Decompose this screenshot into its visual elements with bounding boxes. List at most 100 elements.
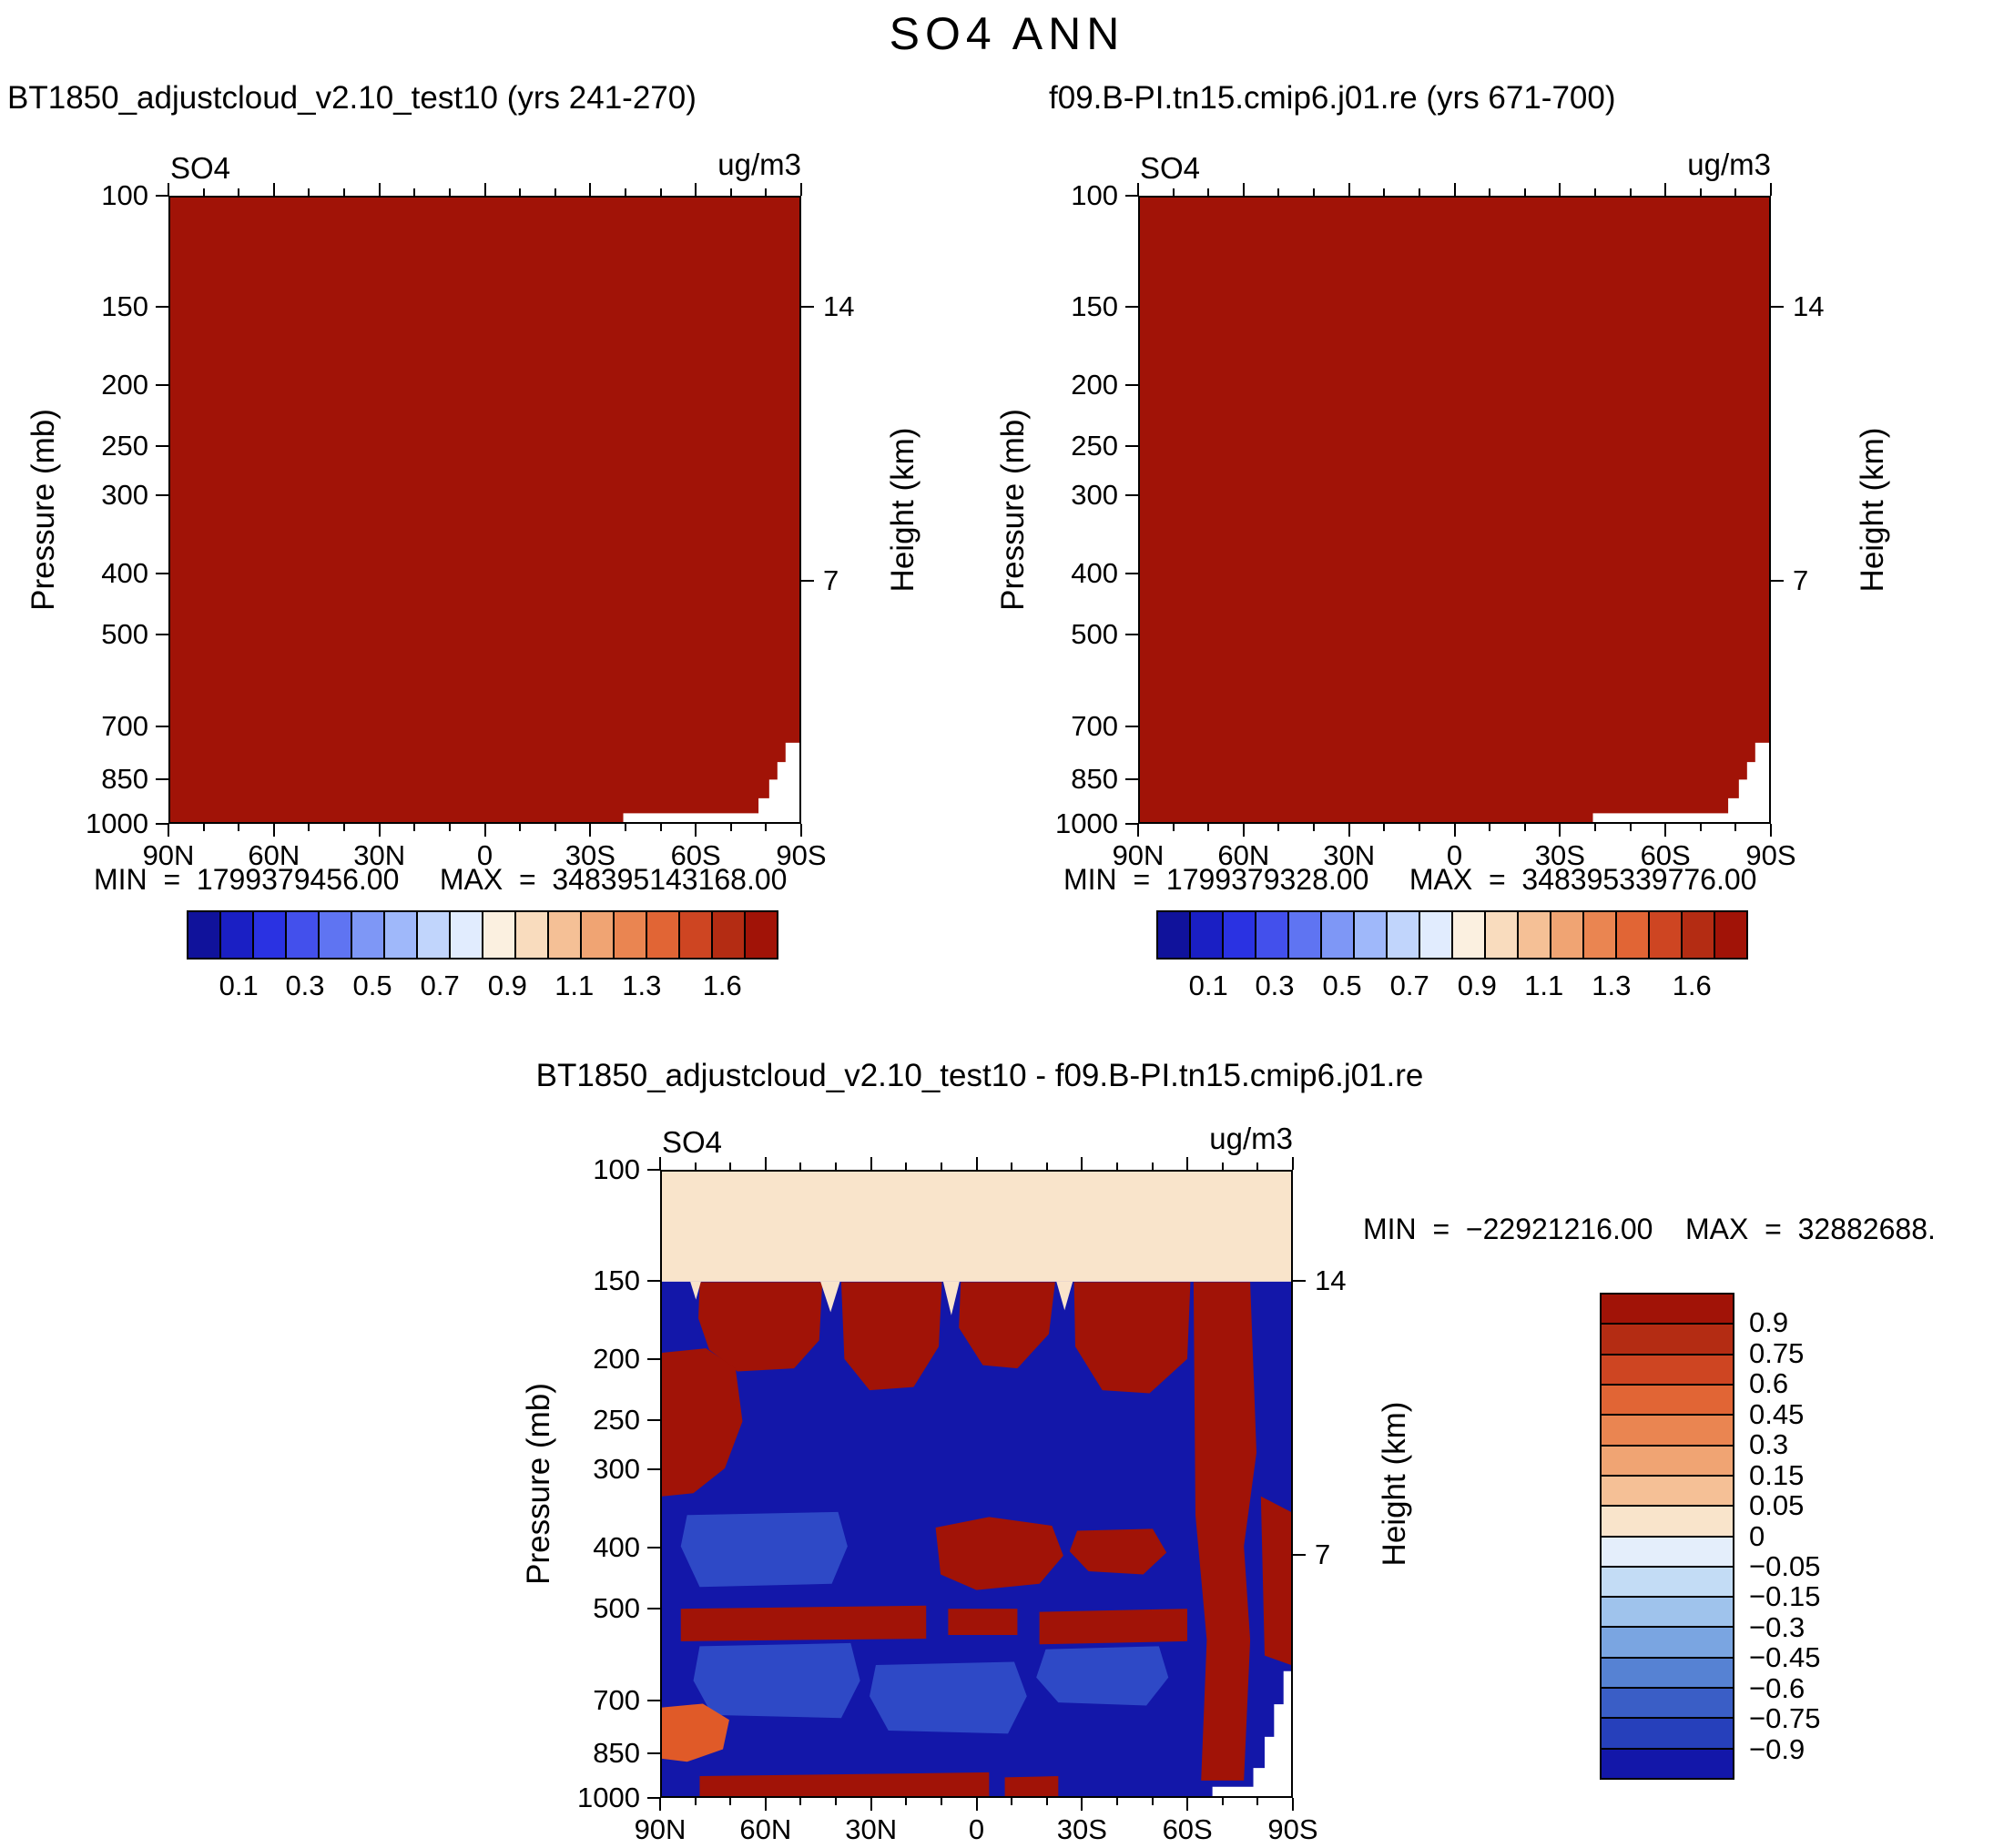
stratosphere-band xyxy=(662,1172,1291,1282)
colorbar-cell xyxy=(1602,1656,1733,1688)
colorbar-tick-label: 0 xyxy=(1749,1519,1765,1552)
pressure-tick xyxy=(156,195,168,197)
colorbar-cell xyxy=(1189,912,1222,958)
x-tick-label: 0 xyxy=(476,839,493,871)
pos-anom-upper xyxy=(1073,1282,1191,1394)
x-major-tick xyxy=(1292,1798,1294,1811)
pressure-tick-label: 700 xyxy=(1071,710,1118,743)
x-major-tick xyxy=(800,183,802,196)
x-minor-tick xyxy=(519,824,522,831)
x-major-tick xyxy=(695,183,697,196)
pressure-tick-label: 200 xyxy=(101,368,148,401)
x-minor-tick xyxy=(765,824,768,831)
x-minor-tick xyxy=(659,824,662,831)
colorbar-cell xyxy=(252,912,285,958)
x-minor-tick xyxy=(624,188,626,196)
height-tick-label: 7 xyxy=(823,564,839,596)
colorbar-tick-label: 0.1 xyxy=(219,970,259,1001)
colorbar-tick-label: 0.3 xyxy=(1255,970,1295,1001)
colorbar-cell xyxy=(1602,1565,1733,1597)
x-tick-label: 90N xyxy=(634,1813,687,1845)
stratosphere-dip xyxy=(942,1281,960,1315)
x-minor-tick xyxy=(624,824,626,831)
colorbar-cell xyxy=(1602,1596,1733,1627)
x-major-tick xyxy=(378,183,381,196)
pressure-tick xyxy=(156,726,168,728)
x-major-tick xyxy=(659,1798,661,1811)
pressure-tick-label: 100 xyxy=(101,179,148,211)
pressure-tick xyxy=(647,1418,660,1421)
colorbar-cell xyxy=(711,912,744,958)
pressure-tick-label: 700 xyxy=(593,1684,640,1717)
pos-anom-mid xyxy=(935,1517,1063,1590)
colorbar-tick-label: 1.3 xyxy=(1592,970,1632,1001)
pos-anom-surface xyxy=(699,1772,990,1796)
colorbar-cell xyxy=(1582,912,1615,958)
colorbar-tick-label: 0.5 xyxy=(352,970,392,1001)
x-minor-tick xyxy=(1489,188,1491,196)
pressure-tick xyxy=(156,573,168,575)
x-major-tick xyxy=(1348,183,1350,196)
pressure-tick xyxy=(1125,305,1138,308)
x-tick-label: 90N xyxy=(142,839,195,871)
height-tick xyxy=(1771,305,1784,308)
x-minor-tick xyxy=(940,1798,942,1805)
x-minor-tick xyxy=(1011,1798,1013,1805)
x-minor-tick xyxy=(1523,188,1526,196)
x-major-tick xyxy=(764,1157,767,1170)
colorbar-cell xyxy=(1602,1535,1733,1566)
x-major-tick xyxy=(378,824,381,837)
x-minor-tick xyxy=(554,188,556,196)
x-minor-tick xyxy=(1734,188,1737,196)
x-minor-tick xyxy=(238,824,240,831)
x-minor-tick xyxy=(1629,824,1632,831)
pressure-tick xyxy=(1125,573,1138,575)
model-a-colorbar xyxy=(187,910,778,960)
x-tick-label: 90N xyxy=(1112,839,1165,871)
x-major-tick xyxy=(1559,183,1561,196)
colorbar-cell xyxy=(1602,1626,1733,1657)
x-minor-tick xyxy=(238,188,240,196)
colorbar-cell xyxy=(1158,912,1189,958)
pressure-tick-label: 100 xyxy=(1071,179,1118,211)
x-major-tick xyxy=(659,1157,661,1170)
panel-diff-field-label: SO4 xyxy=(662,1125,723,1159)
pressure-tick xyxy=(647,1357,660,1360)
colorbar-cell xyxy=(1602,1747,1733,1778)
x-major-tick xyxy=(1186,1157,1189,1170)
colorbar-cell xyxy=(351,912,383,958)
colorbar-tick-label: −0.15 xyxy=(1749,1580,1821,1613)
colorbar-tick-label: 0.45 xyxy=(1749,1397,1805,1430)
x-minor-tick xyxy=(1593,188,1596,196)
pressure-tick xyxy=(647,1169,660,1171)
pos-anom-surface xyxy=(1004,1776,1059,1796)
x-minor-tick xyxy=(1045,1798,1048,1805)
pressure-tick-label: 850 xyxy=(593,1737,640,1770)
pressure-tick-label: 500 xyxy=(593,1592,640,1625)
pressure-tick xyxy=(647,1752,660,1755)
colorbar-tick-label: 0.75 xyxy=(1749,1336,1805,1369)
x-minor-tick xyxy=(729,1163,732,1170)
colorbar-cell xyxy=(613,912,646,958)
x-major-tick xyxy=(1081,1157,1083,1170)
x-tick-label: 60N xyxy=(739,1813,792,1845)
pressure-tick xyxy=(1125,823,1138,825)
colorbar-cell xyxy=(1602,1323,1733,1354)
pressure-tick-label: 150 xyxy=(101,289,148,322)
x-minor-tick xyxy=(1383,188,1386,196)
x-minor-tick xyxy=(1115,1163,1118,1170)
x-minor-tick xyxy=(1418,188,1420,196)
x-tick-label: 90S xyxy=(1267,1813,1318,1845)
antarctic-terrain xyxy=(1212,1670,1291,1796)
x-major-tick xyxy=(1186,1798,1189,1811)
panel-b-height-axis-label: Height (km) xyxy=(1855,427,1890,593)
x-minor-tick xyxy=(448,824,451,831)
x-major-tick xyxy=(483,183,486,196)
colorbar-cell xyxy=(383,912,416,958)
x-minor-tick xyxy=(1151,1798,1154,1805)
colorbar-cell xyxy=(219,912,252,958)
pos-anom-band xyxy=(680,1605,927,1641)
x-minor-tick xyxy=(448,188,451,196)
x-minor-tick xyxy=(765,188,768,196)
pressure-tick xyxy=(1125,444,1138,447)
